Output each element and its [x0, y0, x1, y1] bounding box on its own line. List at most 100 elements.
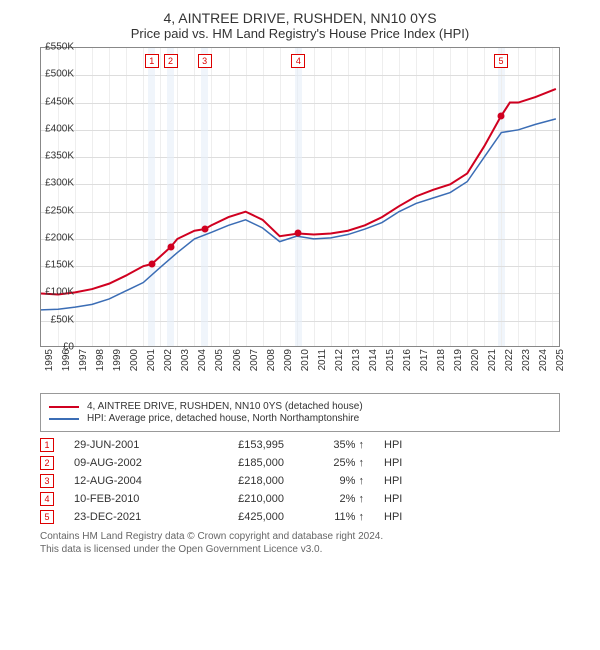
footer-line-2: This data is licensed under the Open Gov…: [40, 543, 560, 556]
x-axis-label: 2025: [555, 349, 566, 383]
sale-marker-3: 3: [198, 54, 212, 68]
sale-hpi-label: HPI: [384, 511, 424, 523]
sale-diff: 11% ↑: [304, 511, 364, 523]
sale-marker-2: 2: [164, 54, 178, 68]
chart-title: 4, AINTREE DRIVE, RUSHDEN, NN10 0YS: [0, 10, 600, 26]
x-axis-label: 2024: [538, 349, 549, 383]
sale-row: 312-AUG-2004£218,0009% ↑HPI: [40, 474, 560, 488]
sale-hpi-label: HPI: [384, 439, 424, 451]
sale-diff: 2% ↑: [304, 493, 364, 505]
sale-marker-5: 5: [494, 54, 508, 68]
y-axis-label: £500K: [34, 69, 74, 80]
sale-date: 12-AUG-2004: [74, 475, 184, 487]
chart-titles: 4, AINTREE DRIVE, RUSHDEN, NN10 0YS Pric…: [0, 0, 600, 47]
x-axis-label: 1999: [112, 349, 123, 383]
legend-row: HPI: Average price, detached house, Nort…: [49, 413, 551, 424]
x-axis-label: 2023: [521, 349, 532, 383]
x-axis-label: 1998: [95, 349, 106, 383]
x-axis-label: 2002: [163, 349, 174, 383]
sale-index-box: 4: [40, 492, 54, 506]
footer-line-1: Contains HM Land Registry data © Crown c…: [40, 530, 560, 543]
y-axis-label: £50K: [34, 314, 74, 325]
x-axis-label: 2020: [470, 349, 481, 383]
sale-row: 2 09-AUG-2002 £185,000 25% ↑ HPI: [40, 456, 560, 470]
x-axis-label: 2012: [334, 349, 345, 383]
chart-subtitle: Price paid vs. HM Land Registry's House …: [0, 26, 600, 41]
y-axis-label: £250K: [34, 205, 74, 216]
sale-marker-4: 4: [291, 54, 305, 68]
sale-hpi-label: HPI: [384, 493, 424, 505]
sale-date: 10-FEB-2010: [74, 493, 184, 505]
legend-box: 4, AINTREE DRIVE, RUSHDEN, NN10 0YS (det…: [40, 393, 560, 432]
sale-dot: [497, 113, 504, 120]
x-axis-label: 2019: [453, 349, 464, 383]
x-axis-label: 2018: [436, 349, 447, 383]
x-axis-label: 2008: [266, 349, 277, 383]
y-axis-label: £100K: [34, 287, 74, 298]
x-axis-label: 2000: [129, 349, 140, 383]
sale-date: 29-JUN-2001: [74, 439, 184, 451]
series-hpi: [41, 119, 556, 310]
legend-swatch: [49, 418, 79, 420]
sale-row: 4 10-FEB-2010 £210,000 2% ↑ HPI: [40, 492, 560, 506]
x-axis-label: 2014: [368, 349, 379, 383]
x-axis-label: 2006: [232, 349, 243, 383]
x-axis-label: 1997: [78, 349, 89, 383]
y-axis-label: £150K: [34, 260, 74, 271]
y-axis-label: £350K: [34, 151, 74, 162]
sale-dot: [148, 261, 155, 268]
sale-diff: 9% ↑: [304, 475, 364, 487]
legend-label: HPI: Average price, detached house, Nort…: [87, 413, 359, 424]
x-axis-label: 2001: [146, 349, 157, 383]
sale-index-box: 5: [40, 510, 54, 524]
x-axis-label: 2010: [300, 349, 311, 383]
x-axis-label: 2011: [317, 349, 328, 383]
x-axis-label: 2005: [214, 349, 225, 383]
series-property: [41, 89, 556, 295]
sale-dot: [295, 230, 302, 237]
sale-marker-1: 1: [145, 54, 159, 68]
x-axis-label: 2017: [419, 349, 430, 383]
sale-price: £218,000: [204, 475, 284, 487]
sale-price: £153,995: [204, 439, 284, 451]
legend-row: 4, AINTREE DRIVE, RUSHDEN, NN10 0YS (det…: [49, 401, 551, 412]
y-axis-label: £200K: [34, 232, 74, 243]
sale-date: 23-DEC-2021: [74, 511, 184, 523]
x-axis-label: 1995: [44, 349, 55, 383]
footer-attribution: Contains HM Land Registry data © Crown c…: [40, 530, 560, 556]
x-axis-label: 2021: [487, 349, 498, 383]
sale-row: 1 29-JUN-2001 £153,995 35% ↑ HPI: [40, 438, 560, 452]
sale-dot: [167, 244, 174, 251]
y-axis-label: £300K: [34, 178, 74, 189]
chart-area: 12345 £0£50K£100K£150K£200K£250K£300K£35…: [40, 47, 600, 387]
sale-diff: 35% ↑: [304, 439, 364, 451]
sale-index-box: 3: [40, 474, 54, 488]
sale-diff: 25% ↑: [304, 457, 364, 469]
x-axis-label: 2007: [249, 349, 260, 383]
sale-index-box: 1: [40, 438, 54, 452]
x-axis-label: 2003: [180, 349, 191, 383]
sales-table: 1 29-JUN-2001 £153,995 35% ↑ HPI 2 09-AUG-2002…: [40, 438, 560, 524]
sale-index-box: 2: [40, 456, 54, 470]
x-axis-label: 2009: [283, 349, 294, 383]
y-axis-label: £550K: [34, 42, 74, 53]
sale-dot: [201, 226, 208, 233]
y-axis-label: £450K: [34, 96, 74, 107]
x-axis-label: 2013: [351, 349, 362, 383]
x-axis-label: 2015: [385, 349, 396, 383]
plot-region: 12 3 4 5: [40, 47, 560, 347]
legend-swatch: [49, 406, 79, 408]
sale-price: £425,000: [204, 511, 284, 523]
sale-price: £210,000: [204, 493, 284, 505]
sale-date: 09-AUG-2002: [74, 457, 184, 469]
chart-lines: [41, 48, 561, 348]
legend-label: 4, AINTREE DRIVE, RUSHDEN, NN10 0YS (det…: [87, 401, 363, 412]
sale-hpi-label: HPI: [384, 457, 424, 469]
x-axis-label: 2016: [402, 349, 413, 383]
x-axis-label: 2004: [197, 349, 208, 383]
sale-row: 5 23-DEC-2021 £425,000 11% ↑ HPI: [40, 510, 560, 524]
y-axis-label: £400K: [34, 123, 74, 134]
sale-price: £185,000: [204, 457, 284, 469]
x-axis-label: 1996: [61, 349, 72, 383]
x-axis-label: 2022: [504, 349, 515, 383]
